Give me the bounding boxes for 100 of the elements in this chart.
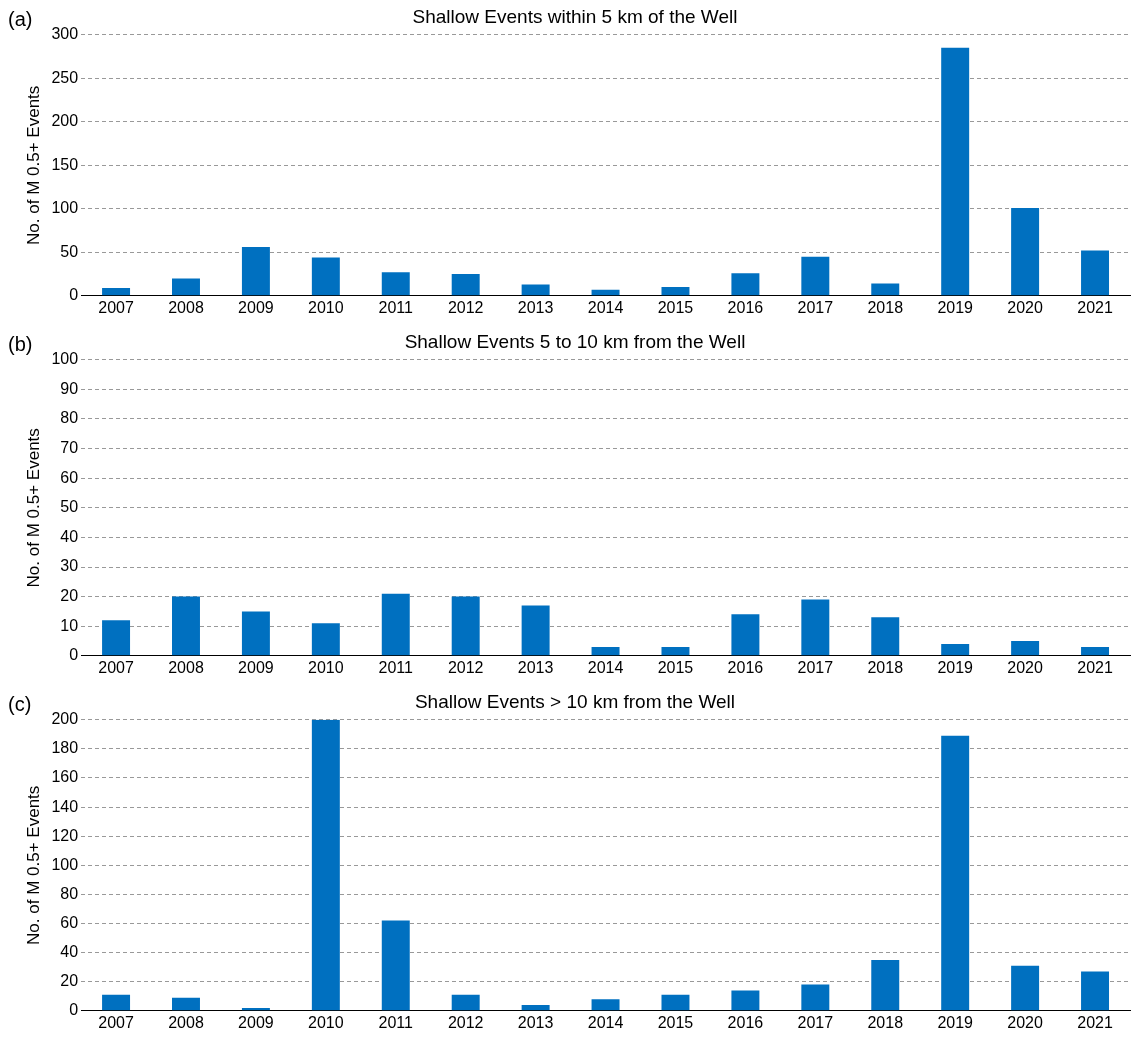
bar bbox=[451, 596, 480, 656]
bar bbox=[941, 735, 970, 1011]
x-tick-label: 2018 bbox=[867, 298, 904, 316]
text: (a) bbox=[8, 7, 33, 30]
y-tick-label: 100 bbox=[51, 855, 79, 873]
y-tick-label: 100 bbox=[51, 199, 79, 217]
bar bbox=[1081, 971, 1110, 1011]
bar bbox=[731, 273, 760, 296]
y-axis-title: No. of M 0.5+ Events bbox=[23, 85, 43, 245]
bar bbox=[1011, 207, 1040, 296]
y-tick-label: 50 bbox=[60, 498, 79, 516]
bar bbox=[941, 643, 970, 656]
x-tick-label: 2012 bbox=[447, 658, 484, 676]
bar bbox=[172, 596, 200, 656]
bar bbox=[521, 284, 550, 296]
x-tick-label: 2017 bbox=[797, 658, 834, 676]
x-tick-label: 2014 bbox=[587, 1013, 624, 1031]
y-tick-label: 60 bbox=[60, 913, 79, 931]
bar bbox=[591, 289, 620, 296]
x-tick-label: 2007 bbox=[98, 658, 134, 676]
y-tick-label: 0 bbox=[69, 286, 79, 304]
bar bbox=[871, 617, 900, 656]
x-tick-label: 2009 bbox=[238, 298, 274, 316]
bar bbox=[661, 646, 690, 656]
x-tick-label: 2021 bbox=[1077, 658, 1113, 676]
bar bbox=[451, 994, 480, 1011]
bar bbox=[381, 593, 410, 656]
y-tick-label: 10 bbox=[60, 616, 79, 634]
bar bbox=[1011, 641, 1040, 656]
x-tick-label: 2021 bbox=[1077, 1013, 1113, 1031]
bar bbox=[1081, 646, 1110, 656]
bar bbox=[311, 257, 340, 296]
bar bbox=[172, 278, 200, 296]
y-tick-label: 90 bbox=[60, 379, 79, 397]
x-tick-label: 2012 bbox=[447, 1013, 484, 1031]
y-tick-label: 50 bbox=[60, 242, 79, 260]
x-tick-label: 2007 bbox=[98, 1013, 134, 1031]
y-tick-label: 0 bbox=[69, 1001, 79, 1019]
y-tick-label: 250 bbox=[51, 68, 79, 86]
x-tick-label: 2009 bbox=[238, 658, 274, 676]
x-tick-label: 2010 bbox=[308, 658, 344, 676]
bar bbox=[731, 990, 760, 1011]
x-tick-label: 2017 bbox=[797, 1013, 834, 1031]
y-tick-label: 160 bbox=[51, 768, 79, 786]
x-tick-label: 2015 bbox=[657, 298, 694, 316]
bar bbox=[381, 272, 410, 296]
x-tick-label: 2010 bbox=[308, 298, 344, 316]
bar bbox=[102, 287, 131, 296]
bar bbox=[102, 994, 131, 1011]
bar bbox=[521, 1004, 550, 1011]
x-tick-label: 2020 bbox=[1007, 298, 1044, 316]
bar bbox=[381, 920, 410, 1011]
y-tick-label: 150 bbox=[51, 155, 79, 173]
text: (c) bbox=[8, 692, 32, 715]
x-tick-label: 2014 bbox=[587, 658, 624, 676]
x-tick-label: 2008 bbox=[168, 1013, 204, 1031]
text: (b) bbox=[8, 332, 33, 355]
bar bbox=[1081, 250, 1110, 296]
x-tick-label: 2014 bbox=[587, 298, 624, 316]
x-tick-label: 2011 bbox=[378, 1013, 414, 1031]
bar bbox=[172, 997, 200, 1011]
y-tick-label: 100 bbox=[51, 350, 79, 368]
y-tick-label: 0 bbox=[69, 646, 79, 664]
x-tick-label: 2009 bbox=[238, 1013, 274, 1031]
x-tick-label: 2016 bbox=[727, 1013, 764, 1031]
y-tick-label: 40 bbox=[60, 527, 79, 545]
y-tick-label: 30 bbox=[60, 557, 79, 575]
bar bbox=[731, 614, 760, 656]
y-tick-label: 80 bbox=[60, 409, 79, 427]
y-tick-label: 180 bbox=[51, 739, 79, 757]
bar bbox=[241, 247, 270, 296]
y-tick-label: 70 bbox=[60, 439, 79, 457]
bar bbox=[311, 719, 340, 1011]
y-tick-label: 60 bbox=[60, 468, 79, 486]
y-tick-label: 140 bbox=[51, 797, 79, 815]
y-tick-label: 300 bbox=[51, 25, 79, 43]
bar bbox=[941, 47, 970, 296]
x-tick-label: 2013 bbox=[517, 1013, 554, 1031]
x-tick-label: 2007 bbox=[98, 298, 134, 316]
chart-title: Shallow Events > 10 km from the Well bbox=[414, 690, 736, 712]
bar bbox=[871, 283, 900, 296]
bar bbox=[591, 646, 620, 656]
chart-title: Shallow Events 5 to 10 km from the Well bbox=[404, 330, 746, 352]
x-tick-label: 2013 bbox=[517, 658, 554, 676]
x-tick-label: 2015 bbox=[657, 1013, 694, 1031]
bar bbox=[801, 256, 830, 296]
y-axis-title: No. of M 0.5+ Events bbox=[23, 428, 43, 588]
y-tick-label: 80 bbox=[60, 884, 79, 902]
bar bbox=[661, 287, 690, 296]
y-axis-title: No. of M 0.5+ Events bbox=[23, 785, 43, 945]
x-tick-label: 2020 bbox=[1007, 1013, 1044, 1031]
x-tick-label: 2011 bbox=[378, 298, 414, 316]
bar bbox=[102, 620, 131, 656]
bar bbox=[801, 599, 830, 656]
x-tick-label: 2011 bbox=[378, 658, 414, 676]
chart-title: Shallow Events within 5 km of the Well bbox=[412, 5, 738, 27]
x-tick-label: 2008 bbox=[168, 298, 204, 316]
bar bbox=[661, 994, 690, 1011]
x-tick-label: 2020 bbox=[1007, 658, 1044, 676]
x-tick-label: 2017 bbox=[797, 298, 834, 316]
